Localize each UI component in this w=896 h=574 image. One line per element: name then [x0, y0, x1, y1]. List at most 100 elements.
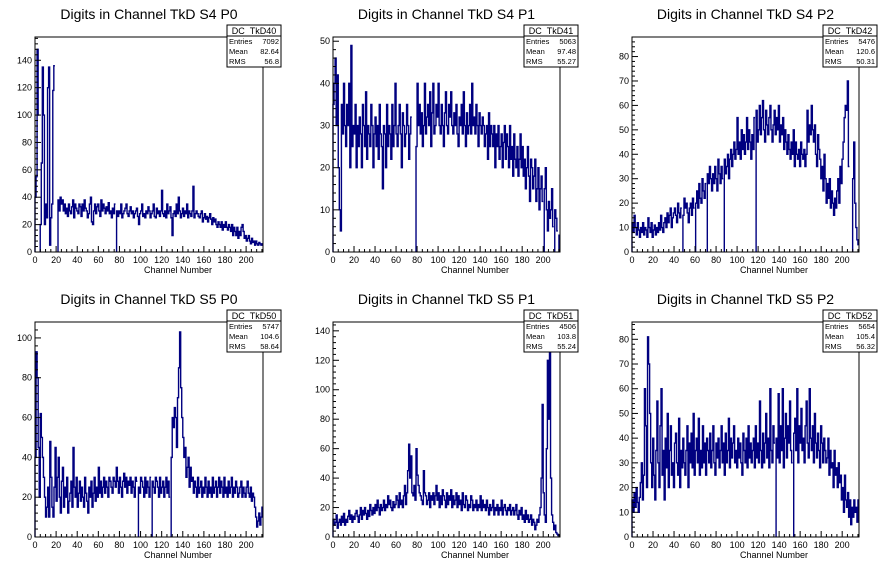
- x-tick-label: 180: [515, 540, 530, 550]
- y-tick-label: 30: [619, 458, 629, 468]
- y-tick-label: 60: [619, 100, 629, 110]
- y-tick-label: 20: [619, 483, 629, 493]
- y-tick-label: 40: [619, 149, 629, 159]
- x-tick-label: 160: [196, 255, 211, 265]
- y-tick-label: 30: [320, 121, 330, 131]
- stats-label: Mean: [526, 47, 545, 56]
- plot-frame: [332, 36, 561, 253]
- chart-title: Digits in Channel TkD S4 P1: [358, 6, 535, 22]
- stats-name: DC_TkD42: [828, 26, 873, 36]
- stats-label: Entries: [526, 37, 550, 46]
- stats-box: [523, 24, 579, 68]
- stats-label: Entries: [229, 322, 253, 331]
- stats-box: [822, 24, 878, 68]
- stats-value: 5747: [262, 322, 279, 331]
- y-tick-label: 30: [619, 174, 629, 184]
- stats-label: RMS: [229, 342, 246, 351]
- stats-value: 7092: [262, 37, 279, 46]
- y-tick-label: 60: [22, 165, 32, 175]
- chart-panel: Digits in Channel TkD S5 P20 20 40 60 80 100 1…: [619, 291, 878, 560]
- histogram-line: [631, 80, 859, 252]
- y-tick-label: 20: [22, 492, 32, 502]
- x-tick-label: 100: [730, 540, 745, 550]
- x-tick-label: 120: [751, 540, 766, 550]
- x-tick-label: 80: [412, 255, 422, 265]
- stats-label: RMS: [825, 342, 842, 351]
- chart-title: Digits in Channel TkD S5 P0: [60, 291, 237, 307]
- stats-value: 55.27: [557, 57, 576, 66]
- stats-label: RMS: [526, 342, 543, 351]
- x-axis-label: Channel Number: [144, 550, 212, 560]
- x-tick-label: 80: [114, 255, 124, 265]
- x-tick-label: 180: [814, 255, 829, 265]
- x-tick-label: 120: [154, 540, 169, 550]
- x-tick-label: 140: [175, 255, 190, 265]
- stats-label: Mean: [526, 332, 545, 341]
- x-tick-label: 60: [690, 540, 700, 550]
- x-axis-label: Channel Number: [441, 265, 509, 275]
- stats-label: RMS: [526, 57, 543, 66]
- y-tick-label: 20: [22, 220, 32, 230]
- histogram-line: [34, 331, 263, 537]
- chart-title: Digits in Channel TkD S4 P2: [657, 6, 834, 22]
- y-tick-label: 100: [17, 333, 32, 343]
- x-tick-label: 140: [175, 540, 190, 550]
- x-tick-label: 200: [835, 255, 850, 265]
- plot-frame: [631, 321, 860, 538]
- stats-name: DC_TkD41: [529, 26, 574, 36]
- stats-label: RMS: [825, 57, 842, 66]
- stats-value: 103.8: [557, 332, 576, 341]
- y-tick-label: 10: [619, 507, 629, 517]
- x-tick-label: 20: [349, 540, 359, 550]
- y-tick-label: 80: [619, 334, 629, 344]
- stats-value: 120.6: [856, 47, 875, 56]
- x-tick-label: 0: [330, 255, 335, 265]
- y-tick-label: 10: [320, 205, 330, 215]
- y-tick-label: 60: [320, 444, 330, 454]
- stats-value: 50.31: [856, 57, 875, 66]
- x-tick-label: 160: [793, 540, 808, 550]
- stats-value: 5063: [559, 37, 576, 46]
- x-tick-label: 140: [473, 255, 488, 265]
- x-axis-label: Channel Number: [740, 265, 808, 275]
- x-tick-label: 40: [370, 255, 380, 265]
- x-tick-label: 0: [629, 255, 634, 265]
- y-tick-label: 80: [619, 52, 629, 62]
- x-tick-label: 20: [51, 540, 61, 550]
- y-tick-label: 80: [22, 373, 32, 383]
- x-tick-label: 140: [473, 540, 488, 550]
- x-tick-label: 140: [772, 540, 787, 550]
- x-tick-label: 140: [772, 255, 787, 265]
- stats-label: Mean: [825, 47, 844, 56]
- y-tick-label: 120: [17, 83, 32, 93]
- y-tick-label: 140: [315, 326, 330, 336]
- x-tick-label: 120: [452, 540, 467, 550]
- x-tick-label: 20: [648, 540, 658, 550]
- y-tick-label: 0: [27, 532, 32, 542]
- y-tick-label: 40: [320, 473, 330, 483]
- x-tick-label: 100: [730, 255, 745, 265]
- y-tick-label: 20: [320, 163, 330, 173]
- x-tick-label: 200: [536, 255, 551, 265]
- x-tick-label: 0: [629, 540, 634, 550]
- x-tick-label: 100: [431, 540, 446, 550]
- x-tick-label: 40: [370, 540, 380, 550]
- x-tick-label: 60: [690, 255, 700, 265]
- chart-panel: Digits in Channel TkD S4 P0 0 20 40 60 80 100 1…: [17, 6, 282, 275]
- x-tick-label: 180: [217, 540, 232, 550]
- stats-name: DC_TkD50: [232, 311, 277, 321]
- x-tick-label: 160: [793, 255, 808, 265]
- stats-value: 58.64: [260, 342, 279, 351]
- x-tick-label: 200: [536, 540, 551, 550]
- stats-label: Mean: [229, 332, 248, 341]
- y-tick-label: 70: [619, 359, 629, 369]
- x-tick-label: 20: [648, 255, 658, 265]
- stats-name: DC_TkD51: [529, 311, 574, 321]
- y-tick-label: 40: [619, 433, 629, 443]
- y-tick-label: 100: [315, 385, 330, 395]
- chart-title: Digits in Channel TkD S5 P1: [358, 291, 535, 307]
- x-tick-label: 100: [133, 255, 148, 265]
- y-tick-label: 70: [619, 76, 629, 86]
- histogram-line: [332, 347, 560, 537]
